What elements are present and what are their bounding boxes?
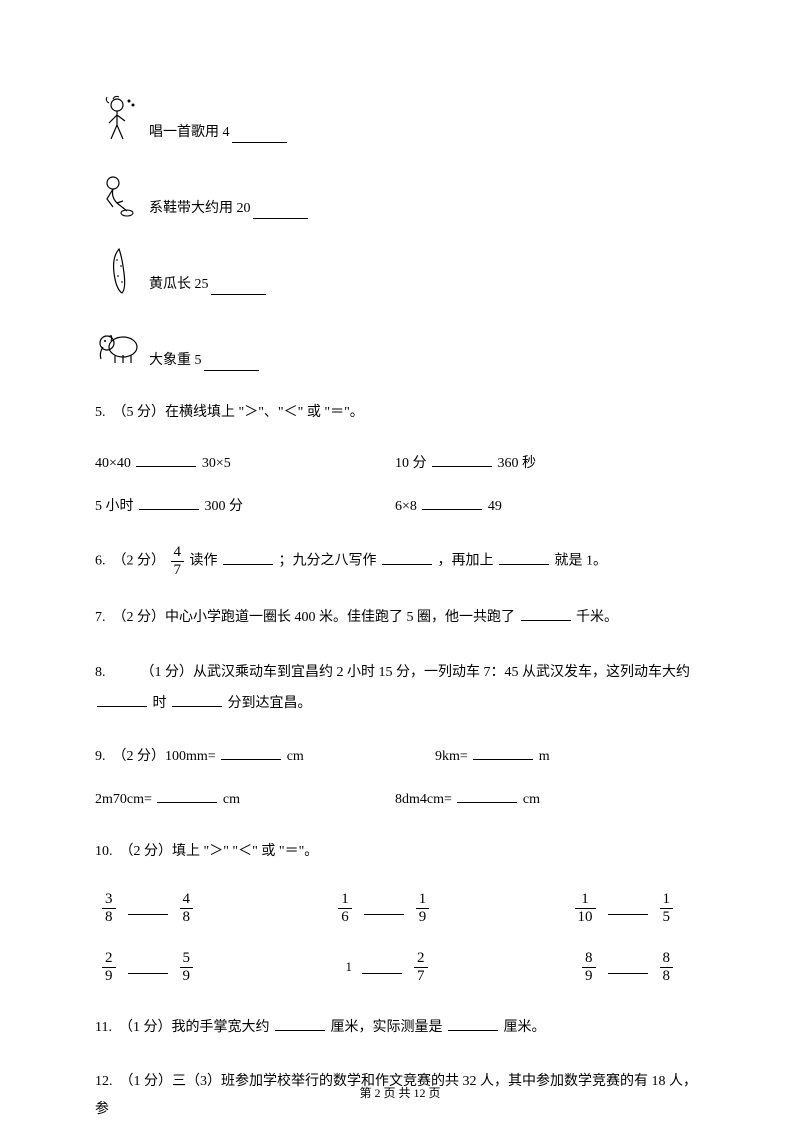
page-footer: 第 2 页 共 12 页 xyxy=(0,1084,800,1102)
q10-row1: 38 48 16 19 110 15 xyxy=(95,892,705,925)
q9-u2: m xyxy=(539,749,550,764)
q11-p3: 厘米。 xyxy=(503,1020,545,1035)
blank-input[interactable] xyxy=(204,357,259,371)
q8-line1: 8. （1 分）从武汉乘动车到宜昌约 2 小时 15 分，一列动车 7：45 从… xyxy=(95,665,690,680)
blank-input[interactable] xyxy=(608,901,648,915)
blank-input[interactable] xyxy=(97,693,147,707)
fraction: 110 xyxy=(575,892,596,925)
blank-input[interactable] xyxy=(221,746,281,760)
fraction-4-7: 4 7 xyxy=(171,545,185,578)
blank-input[interactable] xyxy=(211,281,266,295)
blank-input[interactable] xyxy=(432,453,492,467)
blank-input[interactable] xyxy=(139,496,199,510)
unit-item-cucumber: 黄瓜长 25 xyxy=(95,247,705,295)
q7-suffix: 千米。 xyxy=(576,610,618,625)
unit-item-shoelace: 系鞋带大约用 20 xyxy=(95,171,705,219)
fraction: 59 xyxy=(180,951,194,984)
blank-input[interactable] xyxy=(608,960,648,974)
q11-p2: 厘米，实际测量是 xyxy=(330,1020,442,1035)
q9-p2: 9km= xyxy=(435,749,468,764)
fraction: 19 xyxy=(416,892,430,925)
q7-text: 7. （2 分）中心小学跑道一圈长 400 米。佳佳跑了 5 圈，他一共跑了 xyxy=(95,610,515,625)
blank-input[interactable] xyxy=(128,901,168,915)
fraction: 89 xyxy=(582,951,596,984)
q6-t3: ，再加上 xyxy=(438,554,494,569)
unit-item-elephant: 大象重 5 xyxy=(95,323,705,371)
blank-input[interactable] xyxy=(223,551,273,565)
q9-p3: 2m70cm= xyxy=(95,792,152,807)
q8-l2b: 分到达宜昌。 xyxy=(228,696,312,711)
unit-text: 黄瓜长 25 xyxy=(149,274,209,295)
q5-left: 6×8 xyxy=(395,499,417,514)
q5-right: 49 xyxy=(488,499,502,514)
blank-input[interactable] xyxy=(364,901,404,915)
q6-t2: ；九分之八写作 xyxy=(279,554,377,569)
blank-input[interactable] xyxy=(128,960,168,974)
q8-l2a: 时 xyxy=(153,696,167,711)
unit-text: 唱一首歌用 4 xyxy=(149,122,230,143)
q11-p1: 11. （1 分）我的手掌宽大约 xyxy=(95,1020,269,1035)
blank-input[interactable] xyxy=(275,1017,325,1031)
blank-input[interactable] xyxy=(253,205,308,219)
blank-input[interactable] xyxy=(457,789,517,803)
q6: 6. （2 分） 4 7 读作 ；九分之八写作 ，再加上 就是 1。 xyxy=(95,545,705,578)
unit-text: 系鞋带大约用 20 xyxy=(149,198,251,219)
q10-row2: 29 59 1 27 89 88 xyxy=(95,951,705,984)
fraction: 88 xyxy=(660,951,674,984)
q5-row2: 5 小时 300 分 6×8 49 xyxy=(95,496,705,517)
whole-one: 1 xyxy=(346,957,353,977)
q5-left: 10 分 xyxy=(395,456,427,471)
boy-tying-icon xyxy=(95,171,143,219)
q9-row1: 9. （2 分）100mm= cm 9km= m xyxy=(95,746,705,767)
blank-input[interactable] xyxy=(172,693,222,707)
q10-title: 10. （2 分）填上 "＞" "＜" 或 "＝"。 xyxy=(95,838,705,866)
q5-row1: 40×40 30×5 10 分 360 秒 xyxy=(95,453,705,474)
q9-u4: cm xyxy=(523,792,540,807)
q7: 7. （2 分）中心小学跑道一圈长 400 米。佳佳跑了 5 圈，他一共跑了 千… xyxy=(95,604,705,632)
q8: 8. （1 分）从武汉乘动车到宜昌约 2 小时 15 分，一列动车 7：45 从… xyxy=(95,658,705,720)
unit-text: 大象重 5 xyxy=(149,350,202,371)
girl-singing-icon xyxy=(95,95,143,143)
q5-right: 30×5 xyxy=(202,456,231,471)
blank-input[interactable] xyxy=(499,551,549,565)
blank-input[interactable] xyxy=(157,789,217,803)
blank-input[interactable] xyxy=(448,1017,498,1031)
q5-left: 40×40 xyxy=(95,456,131,471)
q11: 11. （1 分）我的手掌宽大约 厘米，实际测量是 厘米。 xyxy=(95,1014,705,1042)
q5-title: 5. （5 分）在横线填上 "＞"、"＜" 或 "＝"。 xyxy=(95,399,705,427)
q9-u1: cm xyxy=(287,749,304,764)
blank-input[interactable] xyxy=(473,746,533,760)
fraction: 38 xyxy=(102,892,116,925)
q5-right: 360 秒 xyxy=(498,456,537,471)
q9-p1: 9. （2 分）100mm= xyxy=(95,749,216,764)
q6-t1: 读作 xyxy=(190,554,218,569)
blank-input[interactable] xyxy=(136,453,196,467)
blank-input[interactable] xyxy=(422,496,482,510)
q5-left: 5 小时 xyxy=(95,499,134,514)
q9-row2: 2m70cm= cm 8dm4cm= cm xyxy=(95,789,705,810)
fraction: 48 xyxy=(180,892,194,925)
fraction: 27 xyxy=(414,951,428,984)
q6-t4: 就是 1。 xyxy=(555,554,608,569)
blank-input[interactable] xyxy=(382,551,432,565)
q9-u3: cm xyxy=(223,792,240,807)
blank-input[interactable] xyxy=(362,960,402,974)
q9-p4: 8dm4cm= xyxy=(395,792,452,807)
q6-prefix: 6. （2 分） xyxy=(95,554,165,569)
fraction: 16 xyxy=(338,892,352,925)
unit-item-song: 唱一首歌用 4 xyxy=(95,95,705,143)
fraction: 29 xyxy=(102,951,116,984)
blank-input[interactable] xyxy=(521,607,571,621)
elephant-icon xyxy=(95,323,143,371)
cucumber-icon xyxy=(95,247,143,295)
q5-right: 300 分 xyxy=(205,499,244,514)
blank-input[interactable] xyxy=(232,129,287,143)
fraction: 15 xyxy=(660,892,674,925)
